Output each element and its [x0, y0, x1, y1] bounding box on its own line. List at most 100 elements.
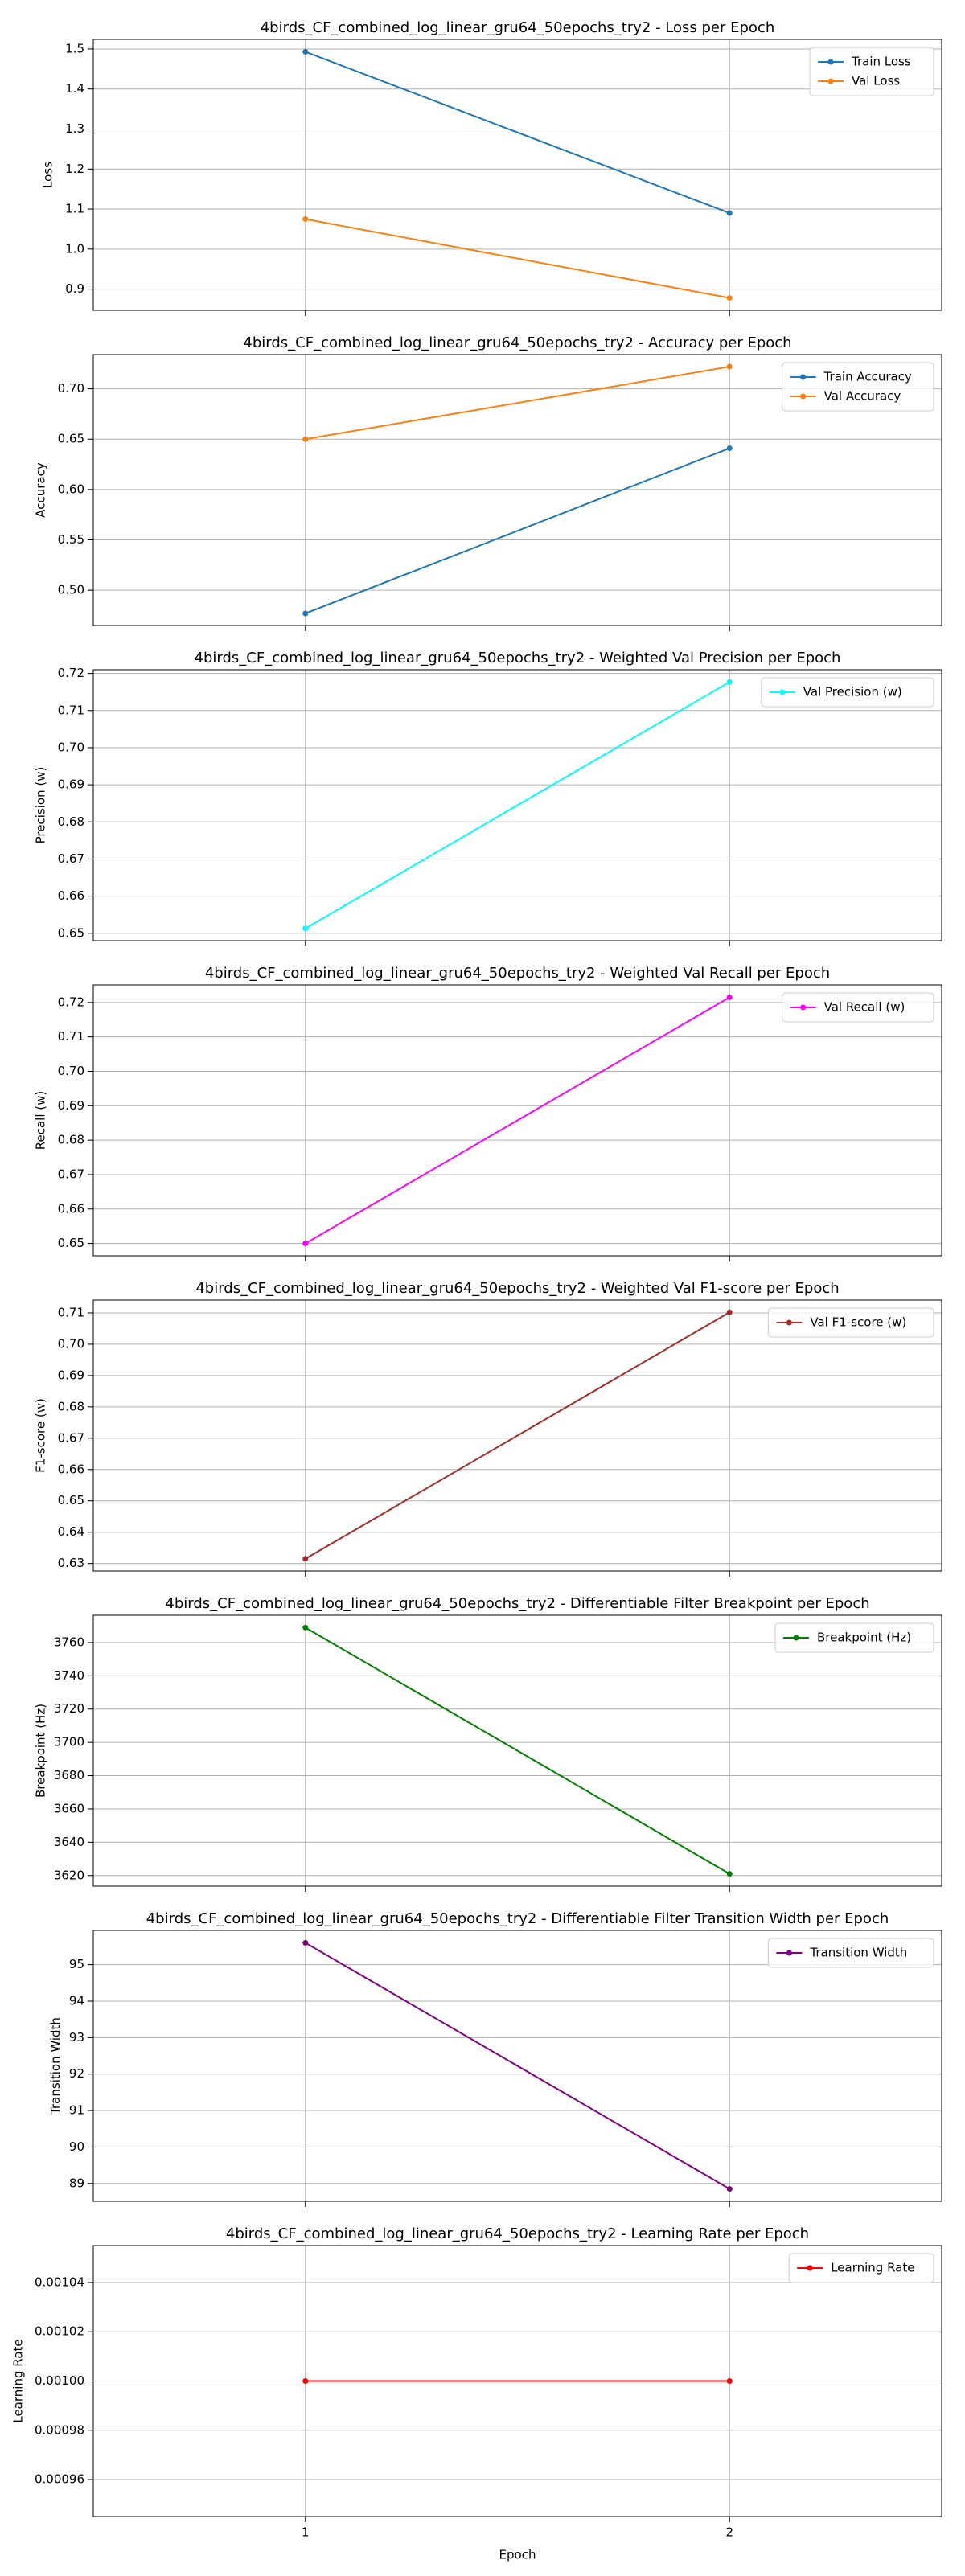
point-marker — [726, 445, 733, 452]
y-axis-label: F1-score (w) — [33, 1398, 47, 1473]
legend-label: Train Loss — [851, 55, 911, 69]
legend-marker — [827, 59, 834, 65]
legend-box — [782, 362, 934, 412]
y-tick-label: 0.67 — [58, 1167, 84, 1181]
point-marker — [302, 1556, 309, 1562]
y-tick-label: 1.2 — [65, 162, 84, 176]
legend-marker — [827, 78, 834, 84]
legend-box — [767, 1307, 934, 1338]
legend-label: Learning Rate — [831, 2261, 914, 2275]
subplot-title: 4birds_CF_combined_log_linear_gru64_50ep… — [195, 1280, 839, 1297]
point-marker — [726, 994, 733, 1000]
subplot: 4birds_CF_combined_log_linear_gru64_50ep… — [33, 965, 942, 1261]
y-tick-label: 3680 — [54, 1768, 84, 1782]
y-tick-label: 0.70 — [58, 740, 84, 754]
point-marker — [302, 925, 309, 932]
legend-box — [788, 2253, 934, 2283]
legend-label: Transition Width — [809, 1946, 907, 1960]
y-tick-label: 0.00098 — [35, 2422, 84, 2437]
legend-label: Val F1-score (w) — [810, 1315, 906, 1330]
legend-label: Breakpoint (Hz) — [817, 1631, 911, 1645]
point-marker — [302, 48, 309, 55]
axes-frame — [92, 1299, 942, 1572]
subplot: 4birds_CF_combined_log_linear_gru64_50ep… — [10, 2225, 942, 2562]
legend-box — [782, 992, 934, 1023]
subplot-title: 4birds_CF_combined_log_linear_gru64_50ep… — [205, 965, 830, 982]
point-marker — [302, 2378, 309, 2384]
y-tick-label: 0.66 — [58, 888, 84, 903]
y-tick-label: 1.0 — [65, 241, 84, 256]
y-tick-label: 3760 — [54, 1635, 84, 1649]
y-tick-label: 0.64 — [58, 1524, 84, 1539]
point-marker — [726, 2378, 733, 2384]
series-line — [305, 1311, 730, 1560]
y-tick-label: 0.69 — [58, 1368, 84, 1382]
y-tick-label: 0.63 — [58, 1556, 84, 1570]
point-marker — [302, 1241, 309, 1247]
y-tick-label: 92 — [69, 2066, 84, 2081]
y-tick-label: 95 — [69, 1957, 84, 1971]
subplot-title: 4birds_CF_combined_log_linear_gru64_50ep… — [261, 19, 775, 36]
legend-marker — [800, 374, 807, 380]
y-tick-label: 0.69 — [58, 1098, 84, 1113]
axes-frame — [92, 1930, 942, 2202]
axes-frame — [92, 39, 942, 311]
legend-label: Val Recall (w) — [824, 1000, 905, 1015]
y-tick-label: 0.65 — [58, 432, 84, 446]
y-tick-label: 0.71 — [58, 1029, 84, 1044]
point-marker — [726, 2186, 733, 2192]
point-marker — [726, 210, 733, 216]
y-axis-label: Transition Width — [48, 2017, 63, 2115]
y-tick-label: 0.70 — [58, 381, 84, 396]
series-line — [305, 681, 730, 929]
series-line — [305, 366, 730, 441]
y-tick-label: 1.5 — [65, 41, 84, 55]
y-tick-label: 0.67 — [58, 851, 84, 866]
y-tick-label: 0.67 — [58, 1430, 84, 1445]
y-tick-label: 0.60 — [58, 482, 84, 496]
y-axis-label: Precision (w) — [33, 767, 47, 844]
y-tick-label: 93 — [69, 2030, 84, 2045]
y-tick-label: 0.72 — [58, 995, 84, 1009]
axes-frame — [92, 2245, 942, 2517]
legend-marker — [786, 1319, 792, 1326]
y-tick-label: 0.72 — [58, 666, 84, 680]
x-axis-label: Epoch — [499, 2548, 536, 2562]
y-tick-label: 90 — [69, 2139, 84, 2154]
y-tick-label: 3660 — [54, 1801, 84, 1815]
axes-frame — [92, 669, 942, 941]
y-tick-label: 91 — [69, 2103, 84, 2118]
legend-box — [767, 1938, 934, 1968]
y-tick-label: 3620 — [54, 1868, 84, 1882]
point-marker — [726, 363, 733, 370]
y-tick-label: 0.66 — [58, 1201, 84, 1216]
subplot: 4birds_CF_combined_log_linear_gru64_50ep… — [33, 1595, 942, 1892]
y-tick-label: 3720 — [54, 1701, 84, 1716]
y-tick-label: 0.65 — [58, 1236, 84, 1250]
point-marker — [302, 436, 309, 442]
legend-box — [761, 677, 934, 708]
y-tick-label: 0.68 — [58, 814, 84, 829]
legend-marker — [779, 689, 786, 695]
point-marker — [726, 295, 733, 301]
legend-box — [774, 1622, 934, 1653]
y-tick-label: 0.50 — [58, 583, 84, 597]
subplot: 4birds_CF_combined_log_linear_gru64_50ep… — [33, 650, 942, 946]
point-marker — [302, 216, 309, 223]
y-axis-label: Breakpoint (Hz) — [33, 1704, 47, 1798]
y-tick-label: 0.66 — [58, 1462, 84, 1476]
y-tick-label: 1.1 — [65, 202, 84, 216]
y-tick-label: 3700 — [54, 1735, 84, 1749]
point-marker — [726, 1871, 733, 1877]
axes-frame — [92, 354, 942, 626]
y-tick-label: 0.70 — [58, 1336, 84, 1351]
y-tick-label: 94 — [69, 1993, 84, 2008]
series-line — [305, 218, 730, 299]
legend-label: Val Accuracy — [824, 389, 901, 404]
y-tick-label: 0.65 — [58, 1493, 84, 1507]
series-line — [305, 1942, 730, 2190]
y-tick-label: 0.55 — [58, 532, 84, 547]
axes-frame — [92, 1614, 942, 1887]
y-axis-label: Accuracy — [33, 462, 47, 518]
